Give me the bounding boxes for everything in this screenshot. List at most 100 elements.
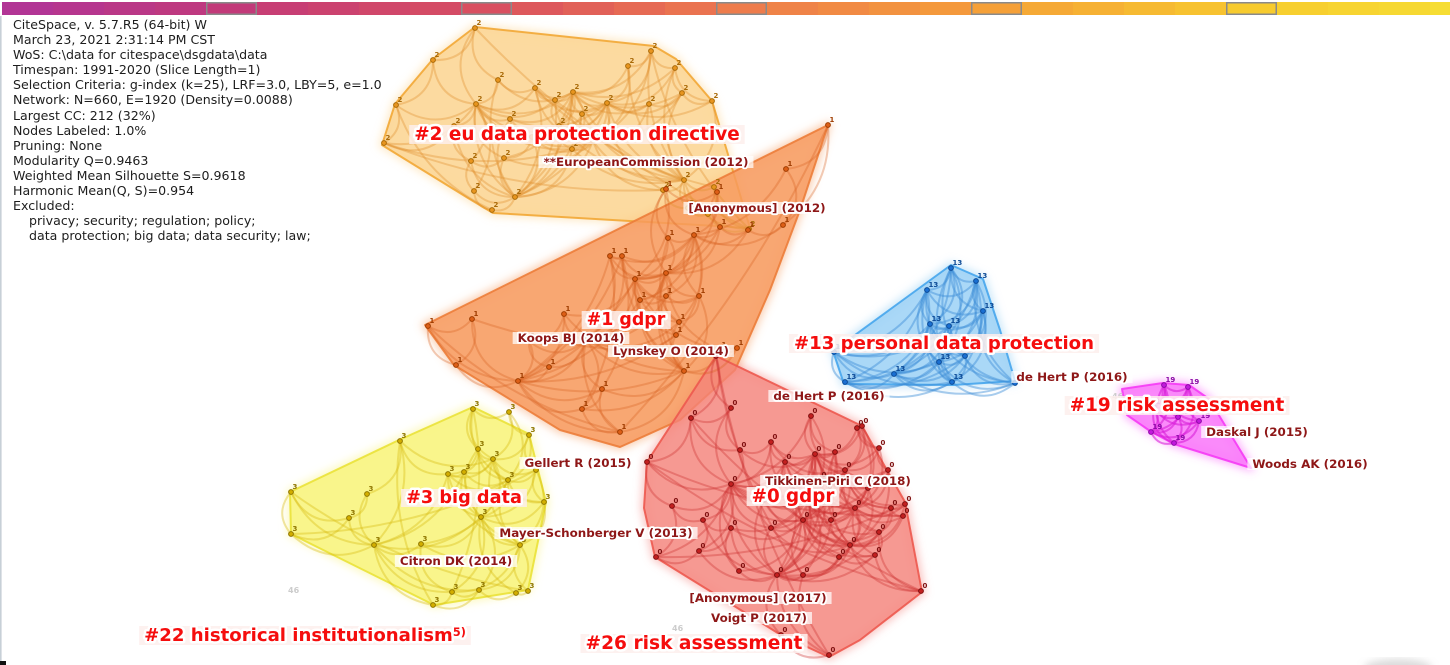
node[interactable] [949,379,955,385]
node[interactable] [828,517,834,523]
node[interactable] [737,447,743,453]
node[interactable] [714,189,720,195]
node[interactable] [513,590,519,596]
node[interactable] [364,491,370,497]
node[interactable] [728,481,734,487]
node[interactable] [780,222,786,228]
node[interactable] [561,311,567,317]
node[interactable] [728,525,734,531]
node[interactable] [783,166,789,172]
node[interactable] [842,379,848,385]
author-label[interactable]: Citron DK (2014) [398,552,514,570]
node[interactable] [832,449,838,455]
node[interactable] [469,316,475,322]
node[interactable] [569,146,575,152]
cluster-label[interactable]: #1 gdpr [584,308,668,333]
node[interactable] [501,155,507,161]
node[interactable] [676,319,682,325]
node[interactable] [617,429,623,435]
node[interactable] [885,467,891,473]
node[interactable] [774,572,780,578]
author-label[interactable]: de Hert P (2016) [1015,368,1130,386]
node[interactable] [663,293,669,299]
node[interactable] [812,451,818,457]
node[interactable] [711,184,717,190]
author-label[interactable]: Mayer-Schonberger V (2013) [498,524,695,542]
node[interactable] [888,505,894,511]
node[interactable] [445,471,451,477]
node[interactable] [607,253,613,259]
node[interactable] [836,554,842,560]
node[interactable] [854,425,860,431]
node[interactable] [604,100,610,106]
node[interactable] [512,194,518,200]
node[interactable] [842,467,848,473]
node[interactable] [619,253,625,259]
node[interactable] [946,323,952,329]
node[interactable] [489,207,495,213]
node[interactable] [475,446,481,452]
cluster-hull-13[interactable] [832,264,1016,386]
node[interactable] [653,554,659,560]
node[interactable] [546,364,552,370]
node[interactable] [663,270,669,276]
node[interactable] [665,235,671,241]
node[interactable] [800,572,806,578]
node[interactable] [515,378,521,384]
author-label[interactable]: Tikkinen-Piri C (2018) [763,472,912,490]
node[interactable] [476,587,482,593]
node[interactable] [430,602,436,608]
node[interactable] [472,25,478,31]
node[interactable] [1196,418,1202,424]
node[interactable] [288,489,294,495]
node[interactable] [371,542,377,548]
node[interactable] [506,409,512,415]
node[interactable] [346,515,352,521]
node[interactable] [745,227,751,233]
author-label[interactable]: Lynskey O (2014) [611,342,730,360]
node[interactable] [891,371,897,377]
node[interactable] [468,158,474,164]
node[interactable] [381,140,387,146]
node[interactable] [425,323,431,329]
node[interactable] [859,423,865,429]
node[interactable] [852,505,858,511]
node[interactable] [453,362,459,368]
node[interactable] [288,531,294,537]
node[interactable] [728,405,734,411]
node[interactable] [679,90,685,96]
node[interactable] [918,588,924,594]
node[interactable] [449,589,455,595]
node[interactable] [709,98,715,104]
node[interactable] [461,469,467,475]
node[interactable] [734,345,740,351]
node[interactable] [579,406,585,412]
node[interactable] [637,297,643,303]
author-label[interactable]: **EuropeanCommission (2012) [542,153,750,171]
author-label[interactable]: Gellert R (2015) [523,454,634,472]
node[interactable] [393,102,399,108]
node[interactable] [570,89,576,95]
node[interactable] [471,188,477,194]
node[interactable] [552,97,558,103]
node[interactable] [648,48,654,54]
node[interactable] [973,278,979,284]
cluster-label[interactable]: #3 big data [404,486,525,511]
node[interactable] [669,503,675,509]
node[interactable] [688,415,694,421]
node[interactable] [663,186,669,192]
cluster-label[interactable]: #22 historical institutionalism5) [142,623,469,649]
author-label[interactable]: Koops BJ (2014) [516,329,626,347]
author-label[interactable]: Daskal J (2015) [1204,423,1309,441]
node[interactable] [825,122,831,128]
node[interactable] [847,542,853,548]
author-label[interactable]: Woods AK (2016) [1251,455,1370,473]
node[interactable] [505,477,511,483]
node[interactable] [681,368,687,374]
node[interactable] [644,459,650,465]
cluster-label[interactable]: #19 risk assessment [1067,393,1287,419]
node[interactable] [924,287,930,293]
node[interactable] [526,432,532,438]
cluster-label[interactable]: #26 risk assessment [583,631,805,657]
